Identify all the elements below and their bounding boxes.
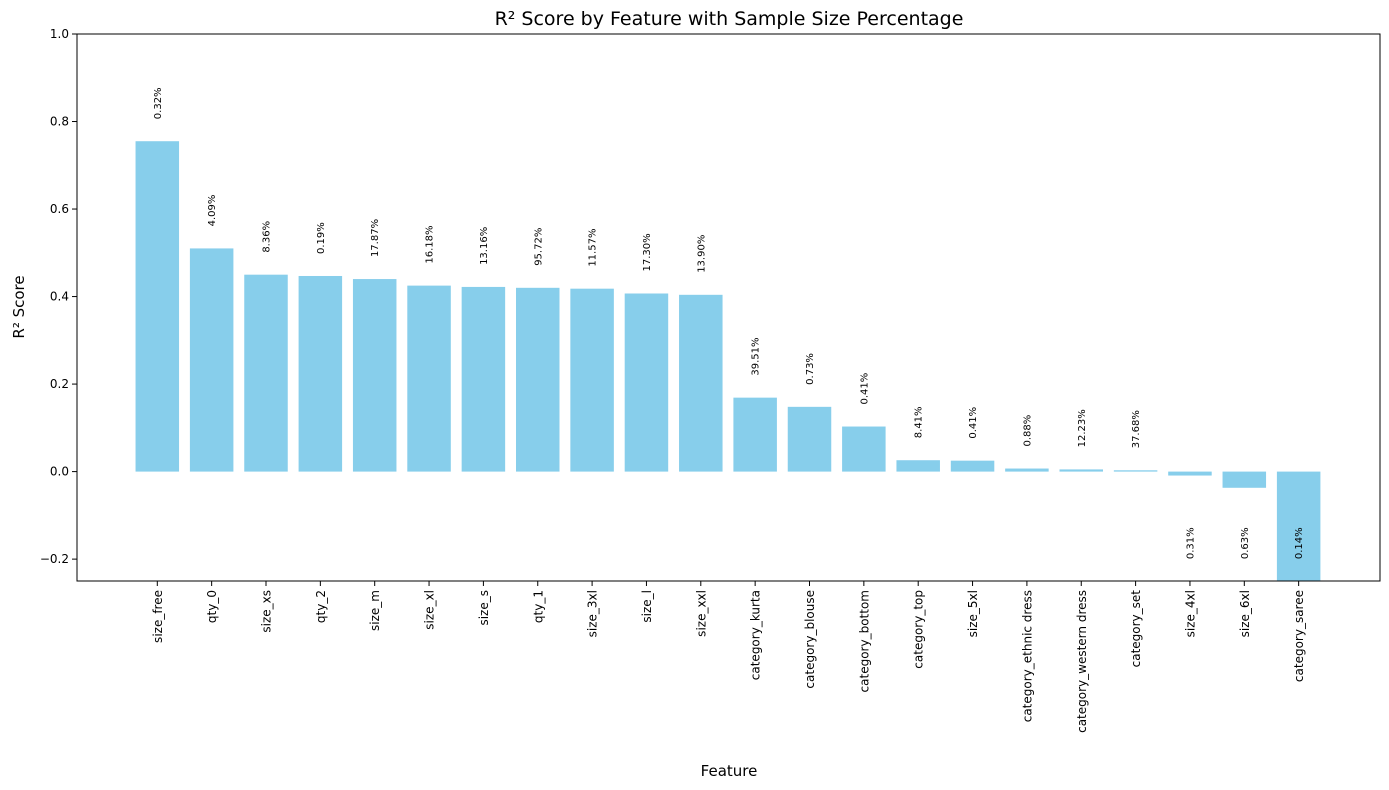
bar	[516, 287, 560, 472]
bar	[896, 460, 940, 472]
data-label: 37.68%	[1131, 410, 1142, 448]
bar	[570, 288, 614, 472]
data-label: 17.30%	[642, 233, 653, 271]
x-tick-label: size_6xl	[1238, 590, 1252, 637]
data-label: 0.14%	[1294, 527, 1305, 559]
bar	[842, 426, 886, 472]
data-label: 0.31%	[1185, 527, 1196, 559]
x-tick-label: category_saree	[1292, 590, 1306, 682]
x-tick-label: category_blouse	[803, 590, 817, 689]
x-tick-label: qty_0	[205, 590, 219, 623]
bar	[1222, 471, 1267, 488]
bar	[298, 275, 343, 472]
x-tick-label: category_kurta	[749, 590, 763, 680]
bar	[1113, 470, 1158, 472]
x-tick-label: size_xs	[260, 590, 274, 633]
data-label: 16.18%	[425, 225, 436, 263]
y-tick-label: 0.4	[50, 290, 69, 304]
bar	[787, 406, 832, 472]
bar	[352, 279, 397, 472]
x-tick-label: size_xl	[423, 590, 437, 630]
data-label: 4.09%	[207, 195, 218, 227]
bar	[733, 397, 777, 472]
x-tick-label: qty_1	[531, 590, 545, 623]
data-label: 8.36%	[262, 221, 273, 253]
x-axis-title: Feature	[701, 762, 758, 780]
data-label: 0.41%	[968, 407, 979, 439]
bar	[950, 460, 995, 472]
bar	[461, 286, 506, 472]
y-tick-label: 0.0	[50, 465, 69, 479]
data-label: 13.16%	[479, 227, 490, 265]
bar	[1276, 471, 1321, 581]
y-axis-title: R² Score	[10, 275, 28, 338]
x-tick-label: size_xxl	[694, 590, 708, 637]
bar	[679, 294, 723, 472]
plot-frame	[76, 33, 1381, 582]
x-tick-label: size_s	[477, 590, 491, 626]
bar	[135, 141, 180, 472]
data-label: 0.41%	[859, 373, 870, 405]
data-label: 0.19%	[316, 222, 327, 254]
plot-area: 0.32% 4.09% 8.36% 0.19% 17.87% 16.18% 13.16% 95…	[40, 27, 1381, 733]
data-label: 8.41%	[914, 406, 925, 438]
x-tick-label: category_top	[912, 590, 926, 669]
x-tick-label: category_bottom	[857, 590, 871, 692]
x-tick-label: size_l	[640, 590, 654, 623]
y-tick-label: −0.2	[40, 552, 69, 566]
x-tick-label: category_set	[1129, 590, 1143, 668]
data-label: 0.88%	[1022, 415, 1033, 447]
x-tick-label: size_4xl	[1183, 590, 1197, 637]
y-tick-label: 1.0	[50, 27, 69, 41]
y-tick-label: 0.8	[50, 115, 69, 129]
bar	[624, 293, 669, 472]
data-label: 11.57%	[588, 229, 599, 267]
bar	[1005, 468, 1049, 472]
x-tick-label: size_5xl	[966, 590, 980, 637]
data-label: 95.72%	[533, 228, 544, 266]
y-tick-label: 0.2	[50, 377, 69, 391]
data-label: 17.87%	[370, 219, 381, 257]
bar	[189, 248, 234, 472]
x-tick-label: size_3xl	[586, 590, 600, 637]
data-label: 13.90%	[696, 235, 707, 273]
bar	[407, 285, 451, 472]
x-tick-label: category_ethnic dress	[1020, 590, 1034, 722]
bar	[244, 274, 288, 472]
bar	[1168, 471, 1212, 476]
data-label: 0.73%	[805, 353, 816, 385]
data-label: 39.51%	[751, 338, 762, 376]
x-tick-label: size_m	[368, 590, 382, 631]
bar	[1059, 469, 1103, 472]
x-tick-label: qty_2	[314, 590, 328, 623]
y-tick-label: 0.6	[50, 202, 69, 216]
data-label: 0.32%	[153, 87, 164, 119]
x-tick-label: category_western dress	[1075, 590, 1089, 733]
chart-title: R² Score by Feature with Sample Size Per…	[495, 8, 964, 30]
data-label: 0.63%	[1240, 527, 1251, 559]
data-label: 12.23%	[1077, 409, 1088, 447]
x-tick-label: size_free	[151, 590, 165, 643]
